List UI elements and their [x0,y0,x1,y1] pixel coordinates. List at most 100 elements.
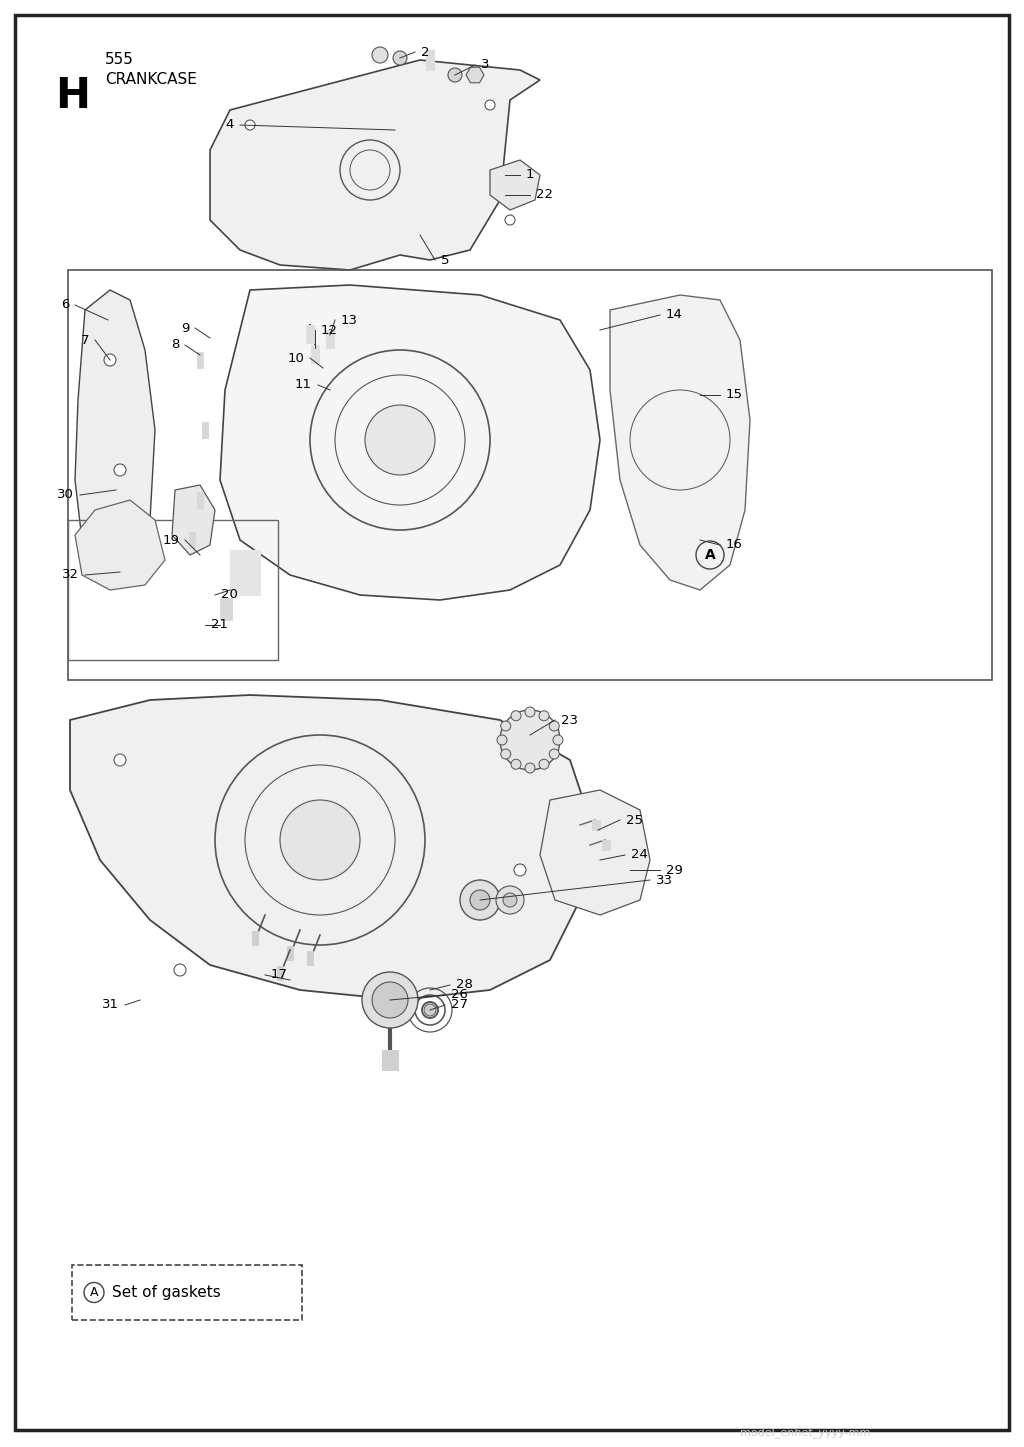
Text: 10: 10 [287,352,304,365]
Polygon shape [610,295,750,590]
Text: 11: 11 [295,379,312,392]
Bar [189,532,195,548]
Bar [202,423,208,438]
Circle shape [514,864,526,875]
Text: 20: 20 [221,589,238,602]
Text: 17: 17 [271,968,288,981]
Text: Set of gaskets: Set of gaskets [112,1285,221,1299]
Circle shape [496,886,524,915]
Text: 31: 31 [102,998,119,1011]
Circle shape [280,800,360,880]
Polygon shape [490,161,540,210]
Circle shape [497,735,507,745]
Text: CRANKCASE: CRANKCASE [105,72,197,87]
Text: H: H [55,75,90,117]
Circle shape [114,464,126,476]
Circle shape [539,710,549,721]
Bar [220,598,232,619]
Text: 8: 8 [171,339,179,352]
Circle shape [503,893,517,907]
Polygon shape [540,790,650,915]
Text: 12: 12 [321,324,338,337]
Text: 22: 22 [536,188,553,201]
Circle shape [245,120,255,130]
Text: 28: 28 [456,978,473,991]
Text: 24: 24 [631,848,648,861]
Polygon shape [172,485,215,556]
Text: A: A [705,548,716,561]
Text: 26: 26 [451,988,468,1001]
Circle shape [424,1004,436,1016]
Text: 33: 33 [656,874,673,887]
Bar [602,841,610,849]
Circle shape [549,750,559,760]
Bar [68,271,992,680]
Circle shape [104,355,116,366]
Polygon shape [466,67,484,82]
Circle shape [501,721,511,731]
Text: 6: 6 [60,298,69,311]
Bar [307,951,313,965]
Text: 9: 9 [180,321,189,334]
Text: 32: 32 [62,569,79,582]
Polygon shape [210,59,540,271]
Circle shape [553,735,563,745]
Polygon shape [70,695,590,1000]
Circle shape [511,760,521,770]
Text: 29: 29 [666,864,683,877]
Polygon shape [75,289,155,580]
Circle shape [549,721,559,731]
Bar [230,550,260,595]
Circle shape [470,890,490,910]
Text: 27: 27 [451,998,468,1011]
Circle shape [511,710,521,721]
Text: 5: 5 [441,253,450,266]
Text: 1: 1 [526,168,535,181]
Bar [287,946,293,959]
Circle shape [505,216,515,224]
Text: 16: 16 [726,538,742,551]
Text: 4: 4 [225,119,234,132]
Bar [68,519,278,660]
Text: 19: 19 [162,534,179,547]
Circle shape [525,763,535,773]
Text: 555: 555 [105,52,134,67]
Circle shape [114,754,126,765]
Circle shape [460,880,500,920]
Circle shape [394,994,406,1006]
Bar [197,352,203,368]
Circle shape [372,983,408,1019]
Circle shape [449,68,462,82]
Circle shape [393,51,407,65]
Bar [306,326,314,343]
Text: 25: 25 [626,813,643,826]
Circle shape [362,972,418,1027]
Bar [197,492,203,508]
Text: 2: 2 [421,45,429,58]
Text: 23: 23 [561,713,578,726]
Text: 13: 13 [341,314,358,327]
Circle shape [525,708,535,718]
Circle shape [500,710,560,770]
Circle shape [372,46,388,64]
Bar [311,344,319,363]
Bar [72,1265,302,1320]
Circle shape [485,100,495,110]
Text: 14: 14 [666,308,683,321]
Polygon shape [220,285,600,601]
Bar [592,820,600,831]
Text: 7: 7 [81,333,89,346]
Circle shape [174,964,186,975]
Text: model_enhet_yyyy-mm: model_enhet_yyyy-mm [739,1427,870,1438]
Circle shape [501,750,511,760]
Bar [326,330,334,347]
Bar [426,51,434,69]
Text: 3: 3 [481,58,489,71]
Text: 21: 21 [211,618,228,631]
Circle shape [539,760,549,770]
Text: 30: 30 [57,489,74,502]
Text: 15: 15 [726,388,743,401]
Circle shape [102,534,114,546]
Bar [278,967,283,980]
Bar [382,1051,398,1069]
